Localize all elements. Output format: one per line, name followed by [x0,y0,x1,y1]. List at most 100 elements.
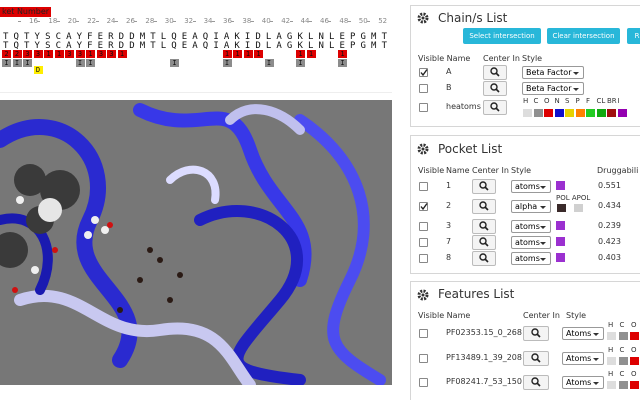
zoom-button[interactable] [483,65,507,80]
pocket-swatch [556,181,565,190]
ruler-dot [95,21,99,22]
ruler-dot [18,21,21,22]
ruler-dot [289,21,293,22]
element-label: O [544,97,550,105]
zoom-icon [479,237,489,247]
element-swatch [596,109,606,117]
element-swatch [607,109,616,117]
element-swatch [586,109,595,117]
ruler-dot [37,21,41,22]
checkbox[interactable] [419,202,428,211]
ruler-dot [115,21,118,22]
chain-name: B [446,83,452,92]
zoom-button[interactable] [523,326,549,341]
checkbox[interactable] [419,103,428,112]
column-header: Center In [472,166,509,175]
element-swatch [607,356,616,365]
zoom-button[interactable] [472,179,496,194]
element-label: H [608,345,614,354]
element-label: C [619,321,625,329]
button[interactable]: R [627,28,640,44]
style-select[interactable]: atoms [511,252,551,265]
element-swatch [607,381,616,389]
style-select[interactable]: Beta Factor [522,82,584,95]
button[interactable]: Select intersection [463,28,541,44]
pocket-cell: 1 [54,50,64,58]
style-select[interactable]: Atoms [562,327,604,340]
sequence-row: TQTYSCAYFERDDMTLQEAQIAKIDLAGKLNLEPGMT [3,41,388,50]
chain-name: heatoms [446,102,481,111]
style-select[interactable]: atoms [511,180,551,193]
element-swatch [630,356,639,365]
ruler-dot [309,21,312,22]
element-label: I [617,97,620,105]
element-label: C [619,370,625,378]
element-label: CL [596,97,606,105]
element-swatch [618,356,628,365]
druggability: 0.551 [598,181,621,190]
pocket-cell: 1 [44,50,53,58]
checkbox[interactable] [419,68,428,77]
pocket-swatch [556,237,565,246]
element-swatch [618,381,628,389]
zoom-button[interactable] [472,251,496,266]
interaction-cell: I [264,59,274,67]
checkbox[interactable] [419,254,428,263]
zoom-button[interactable] [472,199,496,214]
ruler-dot [231,21,235,22]
zoom-button[interactable] [483,81,507,96]
style-select[interactable]: alpha [511,200,551,213]
ruler-dot [173,21,177,22]
element-label: N [554,97,560,105]
style-select[interactable]: Atoms [562,376,604,389]
pocket-cell: 1 [296,50,305,58]
ruler-label: 16 [29,17,38,25]
zoom-button[interactable] [523,375,549,390]
element-swatch [575,109,585,117]
pocket-cell: 3 [23,50,32,58]
ruler-label: 40 [261,17,271,25]
column-header: Style [566,311,587,320]
checkbox[interactable] [419,222,428,231]
pocket-cell: 1 [306,50,316,58]
ruler-dot [76,21,80,22]
pocket-cell: 3 [33,50,43,58]
zoom-button[interactable] [483,100,507,115]
column-header: Style [511,166,532,175]
element-label: C [619,345,625,354]
ruler-dot [153,21,157,22]
element-swatch [618,332,628,340]
zoom-button[interactable] [472,219,496,234]
button[interactable]: Clear intersection [547,28,620,44]
pocket-cell: 1 [86,50,95,58]
ruler-label: 46 [320,17,329,25]
checkbox[interactable] [419,182,428,191]
sequence-text: TQTYSCAYFERDDMTLQEAQIAKIDLAGKLNLEPGMT [3,41,388,50]
interaction-cell: I [75,59,85,67]
check-mark [420,203,428,211]
checkbox[interactable] [419,329,428,338]
zoom-button[interactable] [523,350,549,366]
ruler-dot [192,21,196,22]
ruler-label: 34 [203,17,213,25]
checkbox[interactable] [419,84,428,93]
style-select[interactable]: Beta Factor [522,66,584,79]
style-select[interactable]: atoms [511,236,551,249]
column-header: Name [446,166,470,175]
pocket-name: 2 [446,201,452,210]
element-label: C [533,97,539,105]
style-select[interactable]: Atoms [562,351,604,365]
element-swatch [544,109,553,117]
ruler-dot [56,21,60,22]
check-mark [420,69,428,77]
style-select[interactable]: atoms [511,220,551,233]
checkbox[interactable] [419,353,428,363]
checkbox[interactable] [419,378,428,387]
interaction-cell: I [86,59,95,67]
ruler-label: 42 [281,17,291,25]
pocket-name: 3 [446,221,452,230]
zoom-button[interactable] [472,235,496,250]
pocket-name: 8 [446,253,452,262]
checkbox[interactable] [419,238,428,247]
